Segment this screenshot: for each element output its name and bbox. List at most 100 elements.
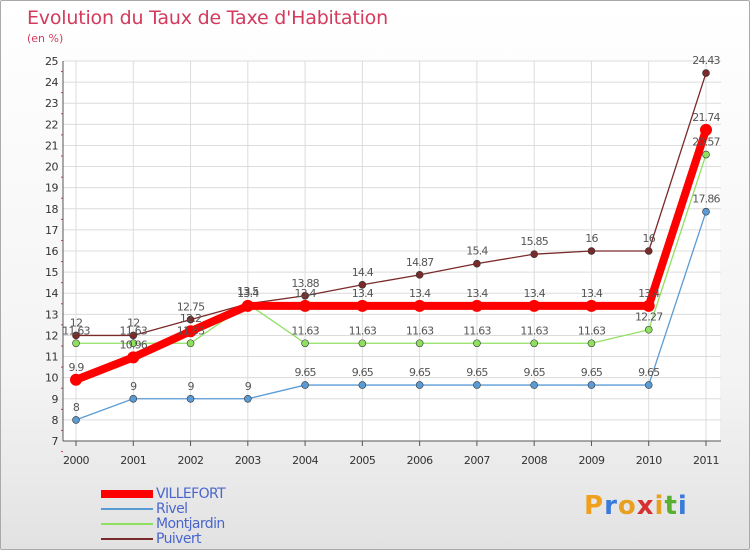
data-point-montjardin xyxy=(530,339,538,348)
data-point-puivert xyxy=(129,331,138,340)
data-label-puivert: 13.88 xyxy=(291,277,319,290)
y-tick-label: 9 xyxy=(52,393,59,406)
y-tick-label: 23 xyxy=(45,97,58,110)
data-label-montjardin: 11.63 xyxy=(349,324,377,337)
data-point-montjardin xyxy=(415,339,424,348)
y-tick-label: 13 xyxy=(45,308,58,321)
data-point-rivel xyxy=(186,394,195,403)
y-tick-label: 19 xyxy=(45,182,58,195)
y-tick-label: 14 xyxy=(45,287,58,300)
proxiti-logo: Proxiti xyxy=(584,491,688,521)
data-point-villefort xyxy=(127,351,140,364)
data-label-rivel: 17.86 xyxy=(692,193,720,206)
data-point-rivel xyxy=(244,394,252,403)
y-tick-label: 7 xyxy=(52,435,59,448)
chart-subtitle: (en %) xyxy=(27,32,64,45)
data-label-villefort: 13.4 xyxy=(294,287,316,300)
x-tick-label: 2007 xyxy=(464,454,490,467)
data-label-montjardin: 13.5 xyxy=(237,285,259,298)
data-point-villefort xyxy=(528,299,541,312)
y-tick-label: 21 xyxy=(45,139,58,152)
x-tick-label: 2011 xyxy=(693,454,719,467)
legend-swatch-rivel xyxy=(101,508,153,510)
logo-letter: i xyxy=(654,491,665,521)
data-label-puivert: 15.4 xyxy=(466,245,488,258)
x-tick-label: 2009 xyxy=(578,454,604,467)
data-label-rivel: 9.65 xyxy=(524,366,546,379)
data-label-rivel: 8 xyxy=(73,401,80,414)
logo-letter: o xyxy=(617,491,637,521)
y-tick-label: 8 xyxy=(52,414,59,427)
legend-label-villefort: VILLEFORT xyxy=(156,486,226,502)
data-label-villefort: 13.4 xyxy=(237,287,259,300)
chart-title: Evolution du Taux de Taxe d'Habitation xyxy=(27,7,388,29)
logo-letter: t xyxy=(664,491,678,521)
data-label-layer: 9.9 10.96 12.2 13.4 13.4 13.4 13.4 13.4 13.4 13.4… xyxy=(62,54,721,414)
data-label-montjardin: 12.27 xyxy=(635,311,663,324)
data-label-montjardin: 11.63 xyxy=(578,324,606,337)
x-tick-label: 2004 xyxy=(292,454,318,467)
data-label-villefort: 13.4 xyxy=(409,287,431,300)
data-label-montjardin: 20.57 xyxy=(692,136,720,149)
series-line-villefort xyxy=(72,125,710,384)
legend-label-rivel: Rivel xyxy=(156,501,188,517)
legend-swatch-villefort xyxy=(101,490,153,498)
data-label-puivert: 12 xyxy=(70,316,82,329)
data-point-puivert xyxy=(473,259,481,268)
axis-layer: 7 8 9 10 11 12 13 14 15 16 17 18 19 20 21 22 23 24 25 2000 2… xyxy=(45,55,721,467)
data-point-puivert xyxy=(186,315,195,324)
data-label-rivel: 9.65 xyxy=(581,366,603,379)
y-tick-label: 10 xyxy=(45,372,58,385)
data-point-puivert xyxy=(72,331,80,340)
data-label-montjardin: 11.63 xyxy=(291,324,319,337)
data-point-villefort xyxy=(585,299,598,312)
logo-letter: P xyxy=(584,491,605,521)
y-tick-label: 25 xyxy=(45,55,58,68)
data-label-rivel: 9.65 xyxy=(294,366,316,379)
data-point-puivert xyxy=(530,250,538,258)
x-tick-label: 2006 xyxy=(407,454,433,467)
series-line-montjardin xyxy=(75,153,707,344)
data-point-rivel xyxy=(644,381,653,389)
data-point-montjardin xyxy=(72,339,80,348)
data-label-puivert: 15.85 xyxy=(520,235,548,248)
data-point-puivert xyxy=(644,247,653,255)
y-tick-label: 11 xyxy=(45,351,58,364)
data-point-villefort xyxy=(184,325,197,338)
data-point-montjardin xyxy=(702,150,710,159)
data-label-puivert: 13.5 xyxy=(237,285,259,298)
y-tick-label: 18 xyxy=(45,203,58,216)
data-point-puivert xyxy=(301,291,309,300)
data-label-villefort: 13.4 xyxy=(352,287,374,300)
y-tick-label: 16 xyxy=(45,245,58,258)
data-point-villefort xyxy=(70,373,82,386)
data-point-rivel xyxy=(587,381,596,389)
data-point-rivel xyxy=(72,416,80,424)
data-label-rivel: 9.65 xyxy=(409,366,431,379)
data-label-rivel: 9 xyxy=(187,380,194,393)
data-point-puivert xyxy=(587,247,596,255)
data-label-villefort: 13.4 xyxy=(524,287,546,300)
data-label-puivert: 16 xyxy=(643,232,656,245)
data-label-villefort: 13.4 xyxy=(638,287,660,300)
data-label-villefort: 13.4 xyxy=(466,287,488,300)
data-label-montjardin: 11.63 xyxy=(177,324,205,337)
data-label-montjardin: 11.63 xyxy=(120,324,148,337)
data-point-villefort xyxy=(470,299,483,312)
data-point-montjardin xyxy=(587,339,596,348)
legend-label-montjardin: Montjardin xyxy=(156,516,225,532)
data-label-puivert: 12.75 xyxy=(177,301,205,314)
data-label-puivert: 12 xyxy=(127,316,139,329)
data-label-rivel: 9 xyxy=(130,380,137,393)
data-point-puivert xyxy=(702,69,710,77)
data-point-rivel xyxy=(530,381,538,389)
data-label-puivert: 16 xyxy=(585,232,598,245)
data-label-montjardin: 11.63 xyxy=(62,324,90,337)
logo-letter: r xyxy=(604,491,618,521)
data-point-rivel xyxy=(415,381,424,389)
data-point-villefort xyxy=(241,299,254,312)
data-label-montjardin: 11.63 xyxy=(463,324,491,337)
data-point-rivel xyxy=(301,381,309,389)
data-label-rivel: 9.65 xyxy=(638,366,660,379)
